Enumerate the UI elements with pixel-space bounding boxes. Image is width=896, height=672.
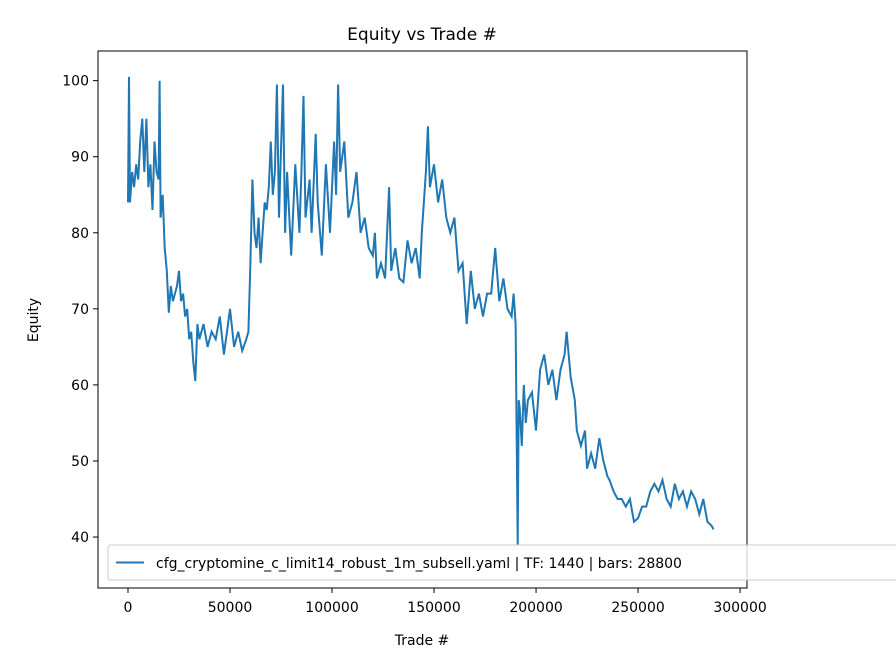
- legend-label: cfg_cryptomine_c_limit14_robust_1m_subse…: [156, 556, 682, 572]
- x-tick-label: 250000: [611, 600, 664, 616]
- x-tick-label: 300000: [713, 600, 766, 616]
- x-axis-label: Trade #: [394, 633, 450, 649]
- x-tick-label: 0: [124, 600, 133, 616]
- y-tick-label: 90: [71, 150, 89, 166]
- legend-box: [107, 544, 896, 581]
- y-tick-label: 80: [71, 226, 89, 242]
- y-tick-label: 50: [71, 454, 89, 470]
- x-tick-label: 150000: [407, 600, 460, 616]
- x-tick-label: 50000: [208, 600, 253, 616]
- x-tick-label: 100000: [305, 600, 358, 616]
- y-tick-label: 40: [71, 530, 89, 546]
- x-tick-label: 200000: [509, 600, 562, 616]
- y-tick-label: 70: [71, 302, 89, 318]
- y-tick-label: 60: [71, 378, 89, 394]
- y-axis-label: Equity: [26, 298, 42, 342]
- chart-title: Equity vs Trade #: [347, 25, 497, 45]
- equity-line: [127, 76, 715, 545]
- y-tick-label: 100: [62, 74, 89, 90]
- plot-frame: [97, 50, 748, 589]
